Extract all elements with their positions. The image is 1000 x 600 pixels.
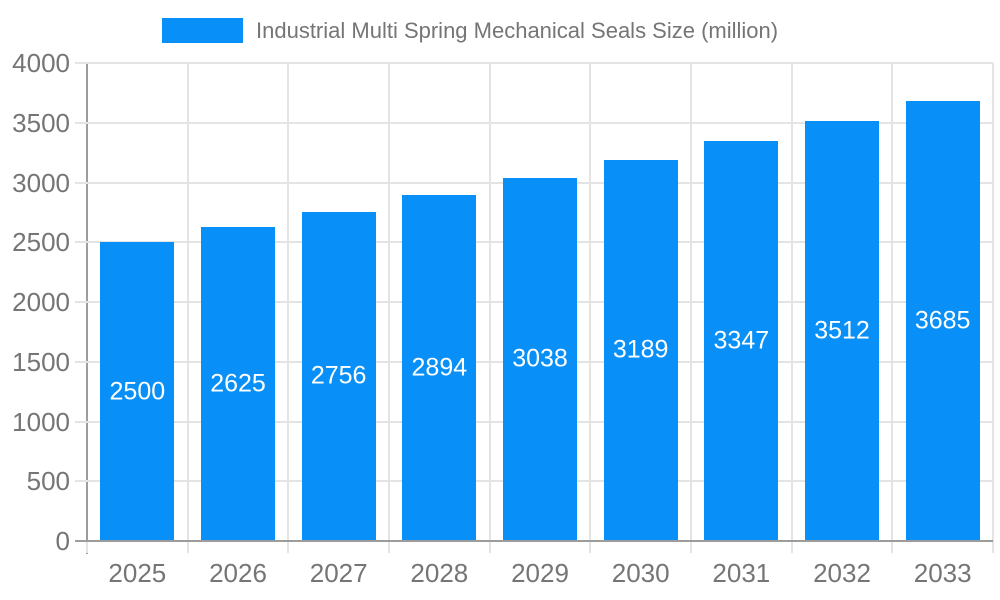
y-tick-label: 2000 — [12, 287, 70, 317]
x-tick — [86, 541, 88, 553]
legend-swatch — [162, 18, 243, 43]
bar[interactable]: 2625 — [201, 227, 275, 541]
x-tick — [790, 541, 793, 553]
x-gridline — [891, 63, 894, 541]
y-tick-label: 3000 — [12, 167, 70, 198]
bar[interactable]: 3347 — [704, 141, 779, 541]
y-tick-label: 500 — [26, 466, 70, 497]
x-tick-label: 2032 — [813, 558, 871, 588]
bar-value-label: 3512 — [814, 316, 870, 345]
x-gridline — [186, 63, 189, 541]
bar-value-label: 3347 — [713, 326, 770, 355]
y-tick-label: 1500 — [12, 346, 70, 377]
bar[interactable]: 3189 — [603, 159, 678, 541]
x-tick — [388, 541, 390, 553]
x-tick — [992, 541, 994, 553]
x-gridline — [388, 63, 390, 541]
x-tick-label: 2033 — [913, 558, 972, 588]
plot-area: 2500 2625 2756 2894 3038 3189 3347 3512 3685 — [75, 62, 994, 553]
x-tick-label: 2026 — [209, 558, 267, 588]
x-gridline — [992, 63, 994, 541]
x-tick-label: 2031 — [712, 558, 771, 588]
y-axis-line — [86, 63, 88, 554]
bar[interactable]: 3038 — [503, 177, 577, 541]
x-gridline — [790, 63, 793, 541]
x-tick-label: 2030 — [611, 558, 670, 588]
x-gridline — [488, 63, 491, 541]
bar-value-label: 3685 — [914, 306, 971, 335]
y-tick-label: 0 — [55, 526, 70, 556]
x-gridline — [287, 63, 290, 541]
bar-value-label: 2894 — [411, 353, 468, 382]
y-gridline — [75, 62, 993, 64]
y-tick-label: 1000 — [12, 406, 70, 437]
x-tick — [690, 541, 692, 553]
x-tick — [589, 541, 592, 553]
legend-label: Industrial Multi Spring Mechanical Seals… — [256, 18, 779, 43]
bar-value-label: 2500 — [109, 377, 166, 406]
y-tick-label: 2500 — [12, 227, 70, 258]
x-tick — [287, 541, 290, 553]
bar-value-label: 3038 — [512, 344, 568, 373]
bar[interactable]: 3512 — [805, 121, 879, 541]
bar[interactable]: 3685 — [905, 100, 980, 541]
x-gridline — [690, 63, 692, 541]
x-tick-label: 2027 — [309, 558, 368, 588]
y-tick-label: 3500 — [12, 107, 70, 138]
bar-value-label: 2756 — [310, 361, 367, 390]
y-gridline — [75, 121, 993, 124]
x-gridline — [589, 63, 592, 541]
x-tick-label: 2029 — [511, 558, 569, 588]
x-tick — [488, 541, 491, 553]
x-axis-line — [75, 540, 993, 542]
bar[interactable]: 2756 — [301, 211, 376, 541]
x-tick-label: 2028 — [410, 558, 469, 588]
x-tick — [891, 541, 894, 553]
x-tick — [186, 541, 189, 553]
bar-value-label: 3189 — [612, 335, 669, 364]
x-tick-label: 2025 — [108, 558, 167, 588]
bar-value-label: 2625 — [210, 369, 266, 398]
y-tick-label: 4000 — [12, 48, 70, 78]
legend-item[interactable]: Industrial Multi Spring Mechanical Seals… — [162, 18, 778, 43]
bar[interactable]: 2500 — [100, 242, 175, 541]
bar[interactable]: 2894 — [402, 195, 477, 541]
